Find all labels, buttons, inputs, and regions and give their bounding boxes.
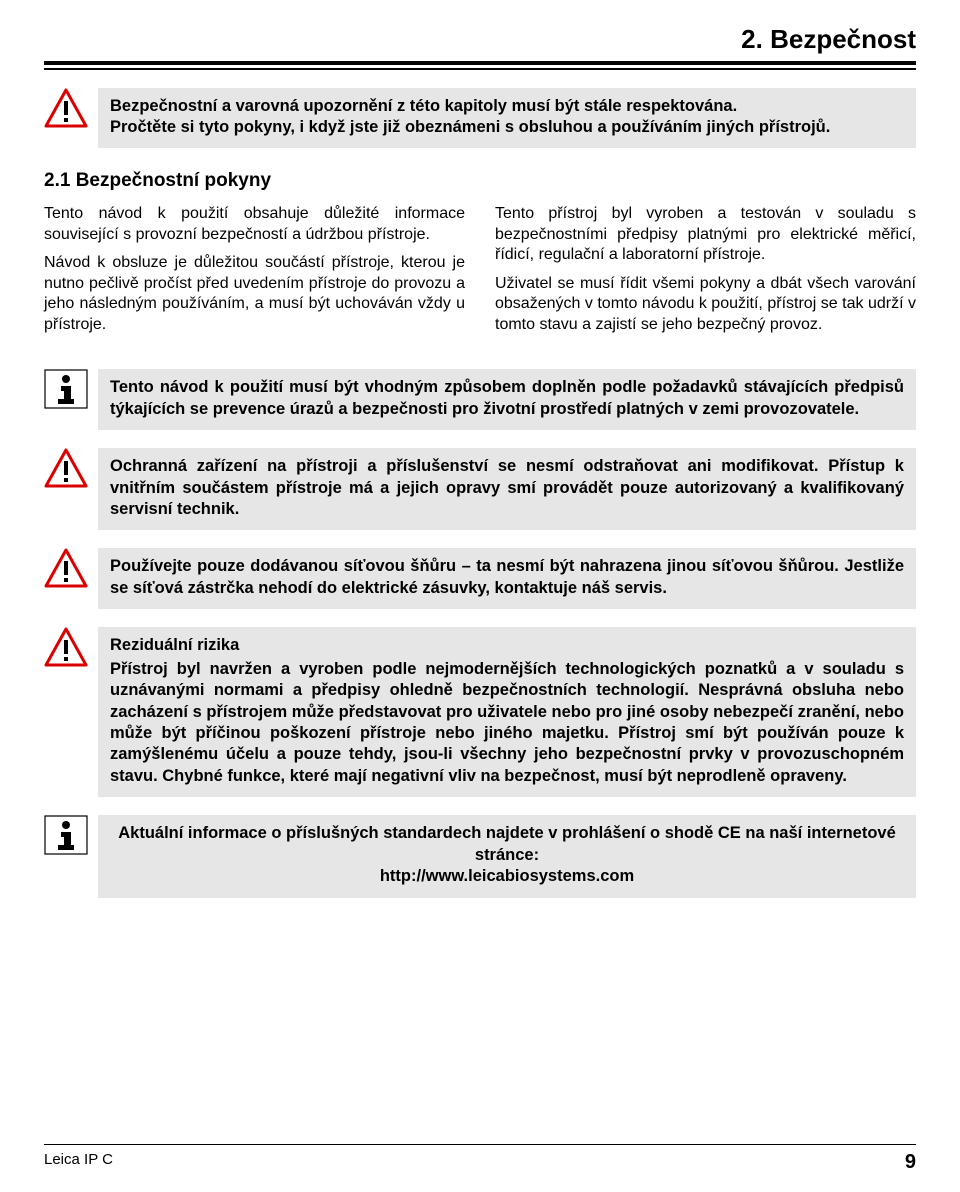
icon-col <box>44 369 98 409</box>
info-icon <box>44 815 88 855</box>
icon-col <box>44 627 98 667</box>
callout-warn-4: Reziduální rizika Přístroj byl navržen a… <box>44 627 916 797</box>
title-rule-thin <box>44 68 916 70</box>
callout-text: Tento návod k použití musí být vhodným z… <box>98 369 916 430</box>
callout-text: Reziduální rizika Přístroj byl navržen a… <box>98 627 916 797</box>
body-paragraph: Tento přístroj byl vyroben a testován v … <box>495 204 916 265</box>
callout-text: Aktuální informace o příslušných standar… <box>98 815 916 897</box>
two-column-body: Tento návod k použití obsahuje důležité … <box>44 204 916 343</box>
warning-icon <box>44 88 88 128</box>
icon-col <box>44 815 98 855</box>
body-paragraph: Uživatel se musí řídit všemi pokyny a db… <box>495 274 916 335</box>
info-icon <box>44 369 88 409</box>
left-column: Tento návod k použití obsahuje důležité … <box>44 204 465 343</box>
callout-line1: Aktuální informace o příslušných standar… <box>118 824 896 863</box>
title-rule-thick <box>44 61 916 65</box>
callout-warn-3: Používejte pouze dodávanou síťovou šňůru… <box>44 548 916 609</box>
warning-icon <box>44 548 88 588</box>
icon-col <box>44 88 98 128</box>
warning-icon <box>44 627 88 667</box>
body-paragraph: Návod k obsluze je důležitou součástí př… <box>44 253 465 335</box>
callout-text: Bezpečnostní a varovná upozornění z této… <box>98 88 916 149</box>
callout-text: Používejte pouze dodávanou síťovou šňůru… <box>98 548 916 609</box>
footer-page-number: 9 <box>905 1151 916 1174</box>
page-footer: Leica IP C 9 <box>44 1144 916 1174</box>
footer-rule <box>44 1144 916 1145</box>
callout-warn-2: Ochranná zařízení na přístroji a přísluš… <box>44 448 916 530</box>
callout-text: Ochranná zařízení na přístroji a přísluš… <box>98 448 916 530</box>
right-column: Tento přístroj byl vyroben a testován v … <box>495 204 916 343</box>
body-paragraph: Tento návod k použití obsahuje důležité … <box>44 204 465 245</box>
subsection-heading: 2.1 Bezpečnostní pokyny <box>44 170 916 192</box>
icon-col <box>44 448 98 488</box>
footer-product: Leica IP C <box>44 1151 113 1174</box>
callout-subtitle: Reziduální rizika <box>110 635 904 656</box>
section-title: 2. Bezpečnost <box>44 24 916 55</box>
callout-url: http://www.leicabiosystems.com <box>110 866 904 887</box>
icon-col <box>44 548 98 588</box>
callout-intro: Bezpečnostní a varovná upozornění z této… <box>44 88 916 149</box>
callout-note-2: Aktuální informace o příslušných standar… <box>44 815 916 897</box>
callout-note-1: Tento návod k použití musí být vhodným z… <box>44 369 916 430</box>
callout-body: Přístroj byl navržen a vyroben podle nej… <box>110 660 904 785</box>
warning-icon <box>44 448 88 488</box>
